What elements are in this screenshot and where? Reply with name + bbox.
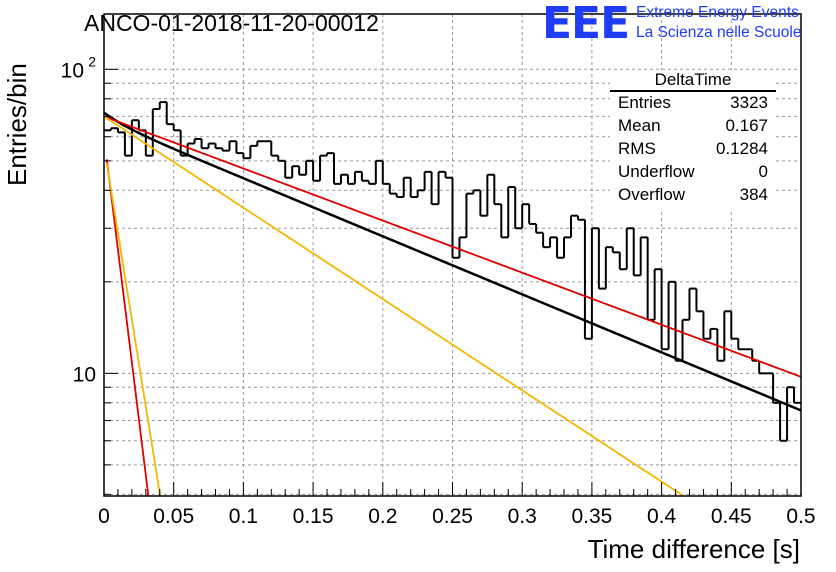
fit-curve-fit_red_fast xyxy=(105,159,150,497)
stats-value: 3323 xyxy=(730,93,768,112)
y-tick-label: 10 xyxy=(61,59,84,82)
stats-row-mean: Mean 0.167 xyxy=(618,116,768,138)
x-tick-label: 0.35 xyxy=(571,505,612,528)
stats-value: 0.167 xyxy=(725,116,768,135)
plot-title: ANCO-01-2018-11-20-00012 xyxy=(84,10,379,36)
y-tick-label-exponent: 2 xyxy=(88,53,96,69)
stats-row-underflow: Underflow 0 xyxy=(618,162,768,184)
x-tick-label: 0 xyxy=(98,505,110,528)
x-tick-label: 0.5 xyxy=(786,505,815,528)
fit-curve-fit_red_slow xyxy=(103,115,802,378)
fit-curve-fit_orange_slow xyxy=(103,115,684,497)
stats-box: DeltaTime Entries 3323 Mean 0.167 RMS 0.… xyxy=(610,70,776,210)
x-tick-label: 0.25 xyxy=(432,505,473,528)
fit-curve-fit_total xyxy=(103,111,802,412)
x-tick-label: 0.4 xyxy=(647,505,677,528)
x-tick-label: 0.2 xyxy=(368,505,397,528)
stats-title: DeltaTime xyxy=(654,70,732,89)
stats-row-entries: Entries 3323 xyxy=(618,93,768,115)
stats-label: Entries xyxy=(618,93,671,112)
x-axis-label: Time difference [s] xyxy=(587,534,800,564)
x-tick-label: 0.45 xyxy=(711,505,752,528)
x-tick-label: 0.1 xyxy=(229,505,258,528)
stats-title-rule xyxy=(610,90,776,92)
stats-value: 0 xyxy=(758,162,768,181)
logo-subtitle-line2: La Scienza nelle Scuole xyxy=(636,24,802,41)
stats-value: 384 xyxy=(739,185,768,204)
x-tick-label: 0.05 xyxy=(153,505,194,528)
stats-label: Overflow xyxy=(618,185,686,204)
stats-row-rms: RMS 0.1284 xyxy=(618,139,768,161)
x-tick-label: 0.3 xyxy=(508,505,537,528)
stats-value: 0.1284 xyxy=(716,139,768,158)
stats-label: RMS xyxy=(618,139,656,158)
eee-logo: EEE xyxy=(542,0,630,49)
y-tick-label: 10 xyxy=(73,363,96,386)
fit-curve-fit_orange_fast xyxy=(105,163,162,497)
stats-label: Underflow xyxy=(618,162,695,181)
stats-label: Mean xyxy=(618,116,661,135)
y-axis-label: Entries/bin xyxy=(2,63,32,186)
logo-subtitle-line1: Extreme Energy Events xyxy=(636,4,799,21)
stats-row-overflow: Overflow 384 xyxy=(618,185,768,207)
x-tick-label: 0.15 xyxy=(293,505,334,528)
